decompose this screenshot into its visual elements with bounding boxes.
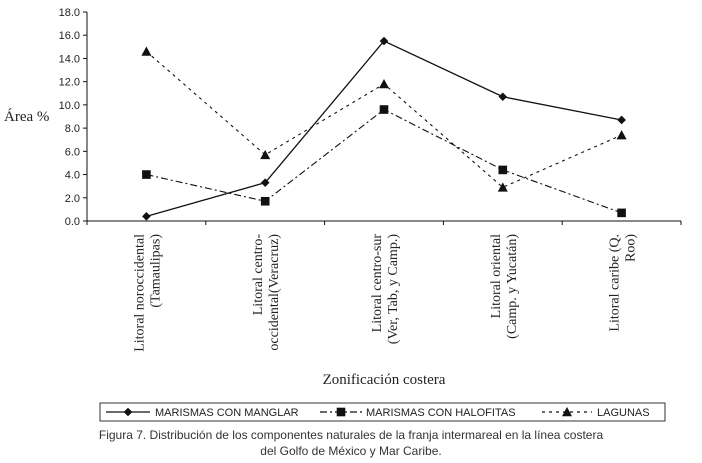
x-axis-title: Zonificación costera: [323, 372, 446, 388]
y-tick-label: 4.0: [65, 170, 80, 182]
data-point: [260, 149, 271, 160]
series-1: [142, 36, 626, 221]
data-point: [617, 208, 626, 218]
y-tick-label: 10.0: [59, 100, 80, 112]
legend-box: [99, 402, 666, 422]
x-category-label: Litoral caribe (Q.Roo): [608, 234, 639, 332]
y-tick-label: 16.0: [59, 30, 80, 42]
y-tick-label: 8.0: [65, 123, 80, 135]
legend-marker: [336, 407, 346, 417]
y-axis-ticks: 0.0 2.0 4.0 6.0 8.0 10.0 12.0 14.0 16.0 18.0: [59, 7, 87, 228]
y-tick-label: 14.0: [59, 53, 80, 65]
series-layer: [141, 36, 627, 221]
legend-label: MARISMAS CON MANGLAR: [155, 407, 299, 419]
svg-text:Litoral oriental(Camp. y Yucat: Litoral oriental(Camp. y Yucatán): [489, 234, 520, 339]
y-axis-title: Área %: [4, 108, 49, 125]
svg-text:Litoral caribe (Q.Roo): Litoral caribe (Q.Roo): [608, 234, 639, 332]
y-tick-label: 6.0: [65, 146, 80, 158]
x-category-label: Litoral oriental(Camp. y Yucatán): [489, 234, 520, 339]
series-line: [146, 108, 622, 214]
y-tick-label: 2.0: [65, 193, 80, 205]
data-point: [498, 92, 508, 102]
legend: MARISMAS CON MANGLAR MARISMAS CON HALOFIT…: [99, 402, 666, 422]
y-tick-label: 0.0: [65, 216, 80, 228]
data-point: [497, 182, 508, 192]
x-category-label: Litoral noroccidental(Tamaulipas): [132, 234, 163, 352]
data-point: [498, 165, 508, 175]
legend-item: MARISMAS CON HALOFITAS: [320, 407, 516, 419]
figure-caption-line-1: Figura 7. Distribución de los componente…: [98, 428, 604, 442]
legend-label: LAGUNAS: [597, 407, 650, 419]
svg-text:Litoral noroccidental(Tamaulip: Litoral noroccidental(Tamaulipas): [132, 234, 163, 352]
legend-label: MARISMAS CON HALOFITAS: [366, 407, 516, 419]
x-category-label: Litoral centro-sur(Ver, Tab, y Camp.): [370, 234, 401, 345]
y-tick-label: 18.0: [59, 7, 80, 19]
legend-marker: [123, 407, 133, 417]
series-3: [141, 46, 627, 192]
legend-item: LAGUNAS: [542, 407, 650, 419]
legend-marker: [562, 407, 572, 417]
series-line: [146, 51, 622, 188]
data-point: [260, 196, 270, 206]
series-2: [142, 105, 626, 218]
data-point: [379, 36, 389, 46]
figure-caption-line-2: del Golfo de México y Mar Caribe.: [260, 444, 442, 458]
data-point: [141, 46, 152, 56]
data-point: [379, 78, 389, 89]
data-point: [142, 212, 151, 221]
data-point: [260, 178, 270, 187]
series-line: [146, 40, 622, 217]
data-point: [616, 130, 627, 140]
data-point: [617, 115, 626, 125]
legend-item: MARISMAS CON MANGLAR: [106, 407, 299, 419]
data-point: [379, 105, 389, 114]
svg-text:Litoral centro-sur(Ver, Tab, y: Litoral centro-sur(Ver, Tab, y Camp.): [370, 234, 401, 345]
x-category-label: Litoral centro-occidental(Veracruz): [251, 234, 282, 351]
y-tick-label: 12.0: [59, 77, 80, 89]
data-point: [142, 170, 151, 179]
x-axis-categories: Litoral noroccidental(Tamaulipas) Litoral…: [86, 221, 682, 352]
svg-text:Litoral centro-occidental(Vera: Litoral centro-occidental(Veracruz): [251, 234, 282, 351]
